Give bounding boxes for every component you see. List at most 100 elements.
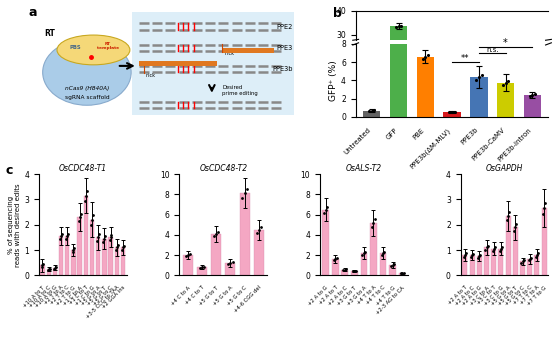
Point: [540, 205, 548, 211]
Point: [200, 264, 209, 270]
Point: [212, 231, 220, 237]
Point: [183, 252, 192, 258]
Point: [80, 198, 89, 204]
Title: OsALS-T2: OsALS-T2: [346, 164, 382, 173]
Bar: [222, 48, 274, 53]
Ellipse shape: [57, 35, 130, 65]
Bar: [341, 270, 348, 275]
Bar: [363, 106, 381, 108]
Point: [418, 56, 427, 61]
Point: [63, 233, 71, 239]
Point: [105, 238, 114, 243]
Bar: [211, 234, 221, 275]
Bar: [254, 230, 264, 275]
Bar: [139, 61, 217, 66]
Point: [209, 233, 218, 239]
Point: [95, 231, 104, 237]
Point: [504, 78, 513, 84]
Point: [254, 227, 263, 233]
Point: [323, 204, 332, 210]
Point: [482, 245, 491, 250]
Point: [224, 262, 233, 267]
Bar: [443, 107, 461, 108]
Point: [113, 243, 122, 248]
Point: [74, 219, 83, 224]
Text: *: *: [503, 38, 508, 48]
Point: [525, 256, 534, 262]
Point: [331, 256, 340, 262]
Point: [474, 95, 483, 100]
Point: [538, 211, 547, 217]
Point: [81, 193, 90, 198]
Bar: [513, 227, 518, 275]
Point: [365, 108, 373, 114]
Point: [86, 222, 95, 228]
Point: [517, 260, 526, 265]
Point: [525, 93, 534, 99]
Point: [450, 109, 459, 114]
Point: [488, 248, 497, 253]
Point: [340, 267, 349, 273]
Point: [38, 262, 47, 268]
Point: [350, 268, 359, 274]
Bar: [370, 223, 377, 275]
Point: [504, 213, 512, 219]
Point: [106, 234, 115, 240]
Bar: [389, 265, 396, 275]
Bar: [197, 267, 207, 275]
Point: [531, 91, 540, 97]
Point: [369, 220, 378, 226]
Point: [94, 234, 102, 240]
Bar: [520, 262, 525, 275]
Text: sgRNA scaffold: sgRNA scaffold: [65, 95, 109, 100]
Point: [111, 247, 120, 253]
Point: [461, 251, 470, 256]
Point: [64, 231, 73, 237]
Point: [525, 100, 534, 105]
Point: [524, 258, 533, 263]
Point: [476, 252, 485, 258]
Text: Desired
prime editing: Desired prime editing: [222, 85, 258, 96]
Text: PPE3: PPE3: [276, 45, 293, 51]
Point: [76, 211, 85, 216]
Bar: [332, 259, 338, 275]
Point: [367, 103, 376, 109]
Bar: [240, 193, 249, 275]
Point: [501, 96, 510, 102]
Point: [421, 89, 430, 95]
Bar: [363, 110, 381, 117]
Bar: [96, 237, 100, 275]
Bar: [497, 83, 514, 117]
Bar: [71, 250, 75, 275]
Point: [502, 217, 511, 223]
Bar: [59, 236, 63, 275]
Text: RT: RT: [44, 30, 55, 38]
Bar: [322, 209, 329, 275]
Point: [511, 225, 520, 230]
Point: [448, 109, 456, 115]
Point: [107, 232, 116, 238]
Point: [50, 265, 59, 270]
Point: [240, 191, 249, 196]
Point: [532, 252, 541, 258]
Point: [418, 90, 427, 95]
Point: [321, 207, 330, 212]
Point: [351, 268, 360, 273]
Point: [62, 236, 71, 241]
Point: [460, 252, 469, 258]
Text: a: a: [28, 6, 37, 19]
Y-axis label: % of sequencing
reads with desired edits: % of sequencing reads with desired edits: [8, 183, 22, 267]
Bar: [470, 255, 475, 275]
Point: [58, 231, 66, 237]
Bar: [53, 268, 57, 275]
Point: [228, 259, 237, 265]
Point: [44, 266, 53, 272]
Text: nCas9 (H840A): nCas9 (H840A): [65, 86, 109, 91]
Bar: [78, 217, 82, 275]
Point: [371, 216, 379, 222]
Point: [49, 266, 58, 271]
Point: [348, 268, 357, 274]
Point: [252, 230, 261, 235]
Point: [88, 217, 96, 222]
Bar: [361, 253, 367, 275]
